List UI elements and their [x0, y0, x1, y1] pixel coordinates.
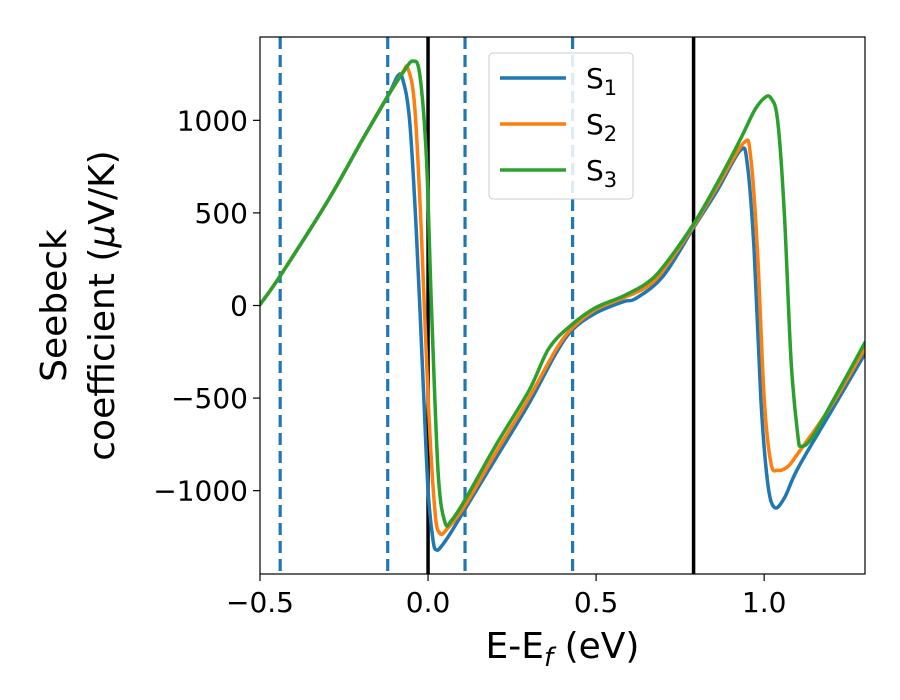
- x-tick-label: 1.0: [742, 586, 787, 619]
- x-tick-label: −0.5: [226, 586, 294, 619]
- y-axis-label-mu: μ: [82, 225, 123, 249]
- y-tick-label: −1000: [153, 475, 248, 508]
- x-tick-label: 0.5: [574, 586, 619, 619]
- y-axis-label-line2-start: coefficient (: [82, 248, 123, 461]
- legend-box: [488, 52, 634, 200]
- y-tick-label: 500: [195, 197, 248, 230]
- x-axis-label: E-Ef (eV): [486, 626, 640, 673]
- series-line-s3: [260, 59, 865, 528]
- legend-label-s3: S3: [586, 154, 617, 192]
- y-tick-label: 1000: [177, 104, 248, 137]
- x-tick-label: 0.0: [406, 586, 451, 619]
- plot-area: [260, 37, 865, 574]
- y-axis-label-line2-end: V/K): [82, 150, 123, 224]
- y-tick-label: 0: [230, 290, 248, 323]
- legend-label-s2: S2: [586, 108, 617, 146]
- series-line-s1: [260, 72, 865, 552]
- legend: S1 S2 S3: [488, 52, 634, 200]
- axis-ticks: −0.5 0.0 0.5 1.0 −1000 −500 0 500 1000: [153, 104, 786, 619]
- y-axis-label-line1: Seebeck: [34, 229, 75, 382]
- y-tick-label: −500: [171, 382, 248, 415]
- x-axis-label-main: E-E: [486, 626, 544, 667]
- legend-label-s1: S1: [586, 62, 617, 100]
- x-axis-label-unit: (eV): [553, 626, 639, 667]
- y-axis-label-line2: coefficient (μV/K): [82, 150, 123, 460]
- y-axis-label: Seebeck coefficient (μV/K): [34, 150, 123, 460]
